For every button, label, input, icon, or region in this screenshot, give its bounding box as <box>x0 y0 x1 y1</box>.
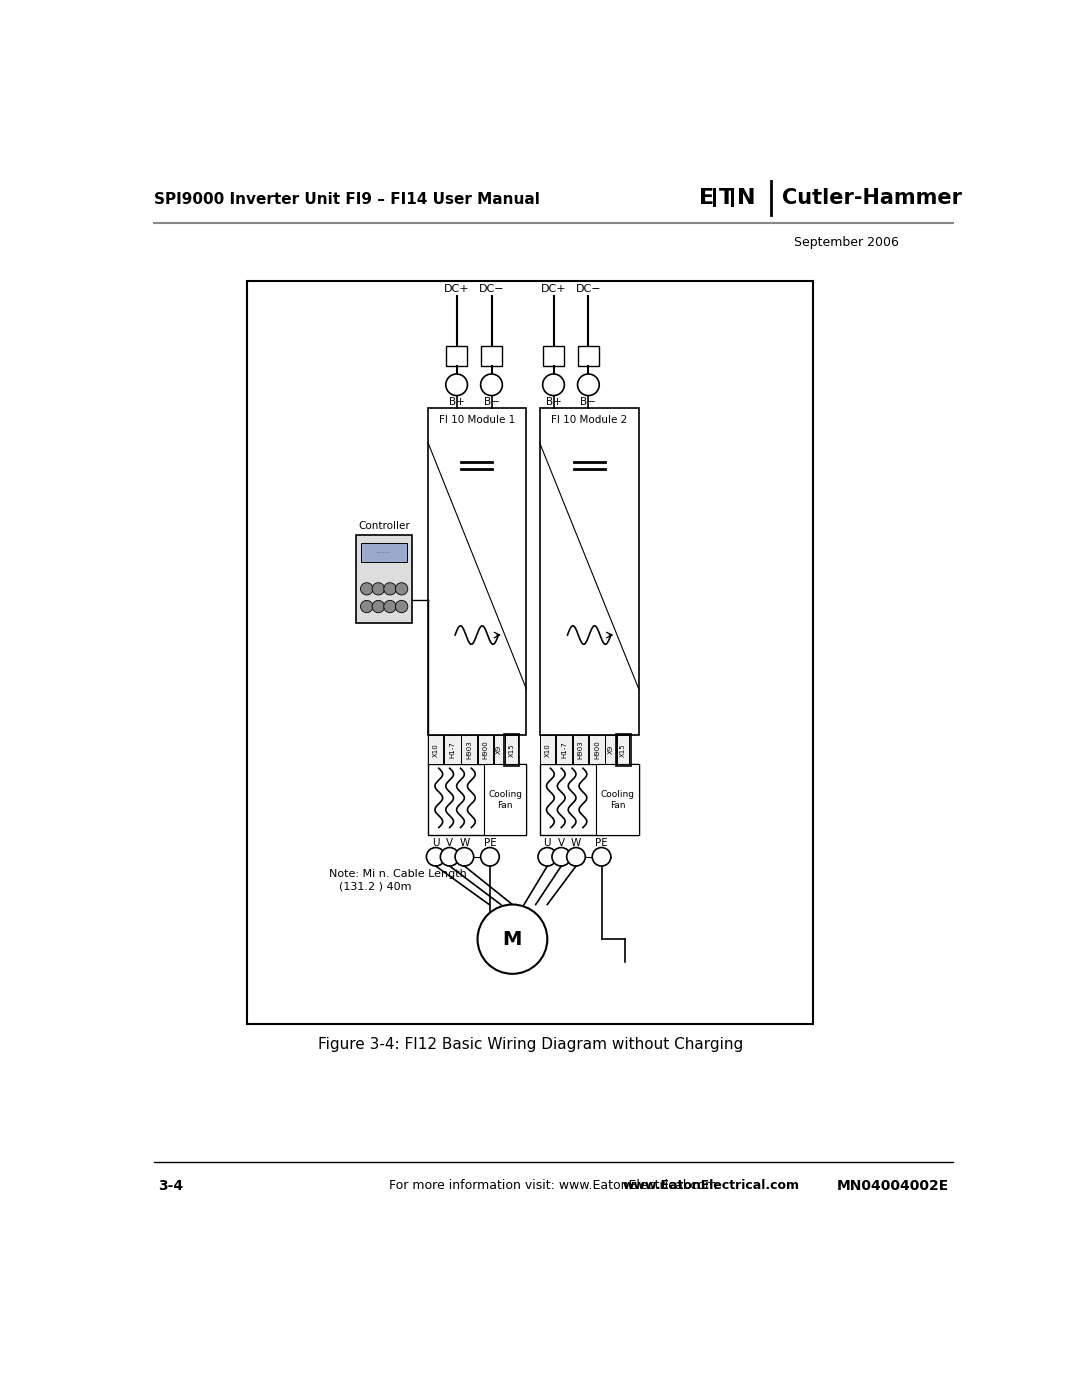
Text: MN04004002E: MN04004002E <box>837 1179 948 1193</box>
Bar <box>731 189 734 207</box>
Text: 3-4: 3-4 <box>159 1179 184 1193</box>
Text: DC−: DC− <box>576 284 602 293</box>
Text: X10: X10 <box>544 743 551 757</box>
Circle shape <box>481 374 502 395</box>
Bar <box>428 764 526 835</box>
Text: PE: PE <box>484 838 497 848</box>
Text: N: N <box>738 187 756 208</box>
Bar <box>596 764 638 835</box>
Circle shape <box>373 583 384 595</box>
Text: H903: H903 <box>578 740 583 759</box>
Circle shape <box>552 848 570 866</box>
Circle shape <box>592 848 611 866</box>
Text: M: M <box>502 929 522 949</box>
Circle shape <box>455 848 474 866</box>
Circle shape <box>477 904 548 974</box>
Bar <box>477 735 494 764</box>
Circle shape <box>373 601 384 613</box>
Text: Figure 3-4: FI12 Basic Wiring Diagram without Charging: Figure 3-4: FI12 Basic Wiring Diagram wi… <box>318 1037 743 1052</box>
Circle shape <box>481 848 499 866</box>
Text: PE: PE <box>595 838 608 848</box>
Text: U: U <box>432 838 440 848</box>
Bar <box>578 346 599 366</box>
Bar <box>247 281 813 1024</box>
Text: H1-7: H1-7 <box>561 742 567 759</box>
Bar <box>556 735 572 764</box>
Text: V: V <box>446 838 454 848</box>
Circle shape <box>578 374 599 395</box>
Bar <box>616 733 631 766</box>
Circle shape <box>538 848 556 866</box>
Text: X15: X15 <box>620 743 626 757</box>
Text: SPI9000 Inverter Unit FI9 – FI14 User Manual: SPI9000 Inverter Unit FI9 – FI14 User Ma… <box>154 193 540 208</box>
Text: Cooling
Fan: Cooling Fan <box>488 791 522 809</box>
Circle shape <box>567 848 585 866</box>
Text: (131.2 ) 40m: (131.2 ) 40m <box>339 882 411 891</box>
Circle shape <box>542 374 565 395</box>
Bar <box>484 764 526 835</box>
Bar <box>572 735 589 764</box>
Text: H903: H903 <box>467 740 472 759</box>
Text: H900: H900 <box>483 740 488 759</box>
Circle shape <box>383 601 396 613</box>
Bar <box>542 346 565 366</box>
Bar <box>713 189 716 207</box>
Bar <box>540 764 638 835</box>
Circle shape <box>446 374 468 395</box>
Text: DC+: DC+ <box>444 284 470 293</box>
Bar <box>540 408 638 735</box>
Circle shape <box>361 601 373 613</box>
Bar <box>504 733 519 766</box>
Circle shape <box>427 848 445 866</box>
Text: www.EatonElectrical.com: www.EatonElectrical.com <box>623 1179 800 1192</box>
Text: T: T <box>719 187 734 208</box>
Bar <box>356 535 411 623</box>
Bar <box>428 408 526 735</box>
Bar <box>505 735 517 764</box>
Circle shape <box>383 583 396 595</box>
Bar <box>590 735 605 764</box>
Text: FI 10 Module 1: FI 10 Module 1 <box>440 415 515 425</box>
Text: B+: B+ <box>449 397 464 407</box>
Text: Controller: Controller <box>357 521 409 531</box>
Bar <box>540 735 555 764</box>
Text: X9: X9 <box>496 745 502 754</box>
Text: W: W <box>459 838 470 848</box>
Text: U: U <box>543 838 551 848</box>
Text: September 2006: September 2006 <box>794 236 899 249</box>
Bar <box>361 542 407 562</box>
Text: DC+: DC+ <box>541 284 566 293</box>
Bar <box>494 735 504 764</box>
Bar <box>617 735 630 764</box>
Bar <box>481 346 502 366</box>
Text: Cutler-Hammer: Cutler-Hammer <box>782 187 962 208</box>
Text: ........: ........ <box>377 549 391 555</box>
Text: For more information visit: www.EatonElectrical.com: For more information visit: www.EatonEle… <box>390 1179 717 1192</box>
Text: Cooling
Fan: Cooling Fan <box>600 791 634 809</box>
Text: X10: X10 <box>433 743 438 757</box>
Bar <box>606 735 617 764</box>
Text: FI 10 Module 2: FI 10 Module 2 <box>551 415 627 425</box>
Text: DC−: DC− <box>478 284 504 293</box>
Text: B+: B+ <box>545 397 562 407</box>
Circle shape <box>395 601 408 613</box>
Text: X15: X15 <box>509 743 515 757</box>
Text: B−: B− <box>484 397 499 407</box>
Text: W: W <box>571 838 581 848</box>
Text: H900: H900 <box>594 740 599 759</box>
Text: X9: X9 <box>608 745 613 754</box>
Circle shape <box>441 848 459 866</box>
Bar <box>428 735 444 764</box>
Text: E: E <box>699 187 714 208</box>
Circle shape <box>361 583 373 595</box>
Text: H1-7: H1-7 <box>449 742 456 759</box>
Text: B−: B− <box>580 397 596 407</box>
Text: Note: Mi n. Cable Length: Note: Mi n. Cable Length <box>328 869 467 879</box>
Bar <box>461 735 476 764</box>
Text: V: V <box>557 838 565 848</box>
Bar <box>444 735 460 764</box>
Circle shape <box>395 583 408 595</box>
Bar <box>446 346 468 366</box>
